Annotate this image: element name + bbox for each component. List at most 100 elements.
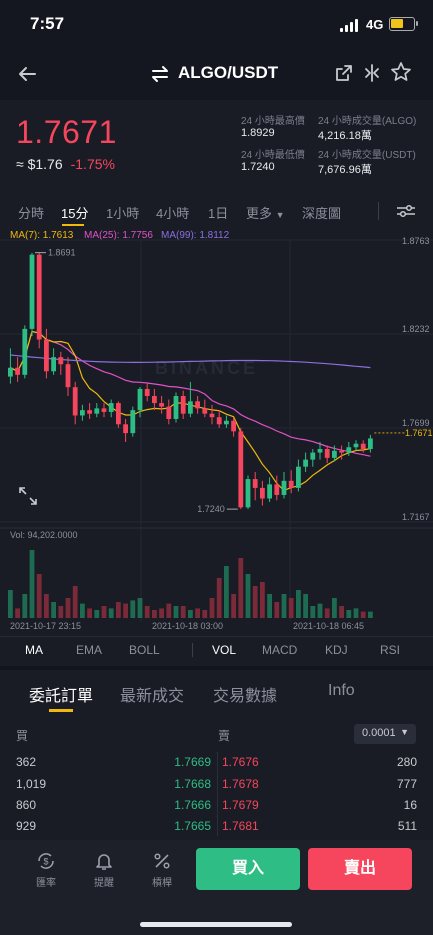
candle [281, 471, 287, 499]
volume-bar [101, 606, 107, 618]
volume-bar [281, 594, 287, 618]
volume-bar [324, 608, 330, 618]
tab-15m[interactable]: 15分 [61, 206, 89, 221]
volume-bar [137, 598, 143, 618]
tab-latest-trades[interactable]: 最新成交 [120, 688, 185, 705]
candle [22, 325, 28, 379]
candle [231, 417, 236, 437]
home-indicator[interactable] [140, 922, 292, 927]
volume-bar [231, 594, 236, 618]
fullscreen-icon[interactable] [18, 486, 38, 506]
candle [65, 357, 71, 397]
indicator-tabs: MA EMA BOLL VOL MACD KDJ RSI [0, 636, 433, 662]
ma7-legend: MA(7): 1.7613 [10, 230, 74, 241]
indicator-rsi[interactable]: RSI [380, 643, 401, 657]
precision-value: 0.0001 [362, 727, 396, 739]
back-arrow-icon[interactable] [16, 63, 38, 85]
indicator-vol[interactable]: VOL [212, 643, 237, 657]
tab-trading-data[interactable]: 交易數據 [213, 688, 278, 705]
ask-price[interactable]: 1.7679 [222, 798, 259, 812]
candle [51, 348, 56, 375]
candle [317, 441, 323, 460]
ask-quantity[interactable]: 16 [403, 798, 417, 812]
caret-down-icon: ▼ [400, 727, 409, 737]
candle [58, 351, 64, 375]
ask-price[interactable]: 1.7681 [222, 819, 259, 833]
tab-order-book[interactable]: 委託訂單 [29, 688, 94, 705]
precision-select[interactable]: 0.0001 ▼ [354, 724, 416, 744]
candle [296, 459, 301, 492]
sell-button[interactable]: 賣出 [308, 848, 412, 890]
candle [252, 471, 258, 501]
candle [360, 440, 366, 453]
exchange-rate-button[interactable]: $ 匯率 [26, 850, 66, 889]
ask-price[interactable]: 1.7676 [222, 755, 259, 769]
high-label: 24 小時最高價 [241, 116, 305, 127]
vol-algo-label: 24 小時成交量(ALGO) [318, 116, 417, 127]
bid-quantity[interactable]: 362 [16, 755, 37, 769]
favorite-star-icon[interactable] [390, 61, 412, 83]
trade-pair-icon[interactable] [362, 63, 382, 83]
bid-price[interactable]: 1.7668 [174, 777, 211, 791]
alert-button[interactable]: 提醒 [84, 850, 124, 889]
y-axis-label: 1.7699 [402, 418, 430, 428]
swap-icon[interactable] [150, 64, 170, 84]
volume-bar [123, 603, 128, 618]
share-icon[interactable] [334, 63, 354, 83]
volume-bar [202, 610, 208, 618]
y-axis-label: 1.7167 [402, 512, 430, 522]
chart-canvas: BINANCE1.86911.72401.87631.82321.76991.7… [0, 236, 433, 631]
low-label: 24 小時最低價 [241, 150, 305, 161]
buy-button[interactable]: 買入 [196, 848, 300, 890]
top-bar: ALGO/USDT [0, 48, 433, 100]
x-axis-label: 2021-10-18 06:45 [293, 621, 364, 631]
candle [288, 470, 294, 494]
tab-1d[interactable]: 1日 [208, 206, 229, 221]
bid-quantity[interactable]: 1,019 [16, 777, 47, 791]
candle [209, 404, 215, 425]
candle [94, 403, 100, 418]
active-tab-indicator [62, 224, 84, 226]
volume-bar [116, 602, 121, 618]
indicator-kdj[interactable]: KDJ [325, 643, 348, 657]
leverage-button[interactable]: 槓桿 [142, 850, 182, 889]
volume-bar [152, 610, 157, 618]
tab-more[interactable]: 更多 ▼ [246, 203, 285, 222]
bid-price[interactable]: 1.7669 [174, 755, 211, 769]
tab-info[interactable]: Info [328, 682, 355, 699]
ask-quantity[interactable]: 777 [396, 777, 417, 791]
indicator-boll[interactable]: BOLL [129, 643, 160, 657]
tab-time-share[interactable]: 分時 [18, 206, 45, 221]
price-summary: 1.7671 ≈ $1.76 -1.75% 24 小時最高價 1.8929 24 … [0, 100, 433, 192]
indicator-ma[interactable]: MA [25, 643, 43, 657]
ask-quantity[interactable]: 280 [396, 755, 417, 769]
book-divider [217, 752, 218, 836]
volume-bar [87, 608, 92, 618]
volume-bar [296, 590, 301, 618]
tab-4h[interactable]: 4小時 [156, 206, 190, 221]
tab-depth[interactable]: 深度圖 [302, 206, 342, 221]
chart-settings-icon[interactable] [396, 203, 416, 219]
bid-quantity[interactable]: 860 [16, 798, 37, 812]
status-bar: 7:57 4G [0, 0, 433, 48]
candle [216, 410, 222, 428]
indicator-ema[interactable]: EMA [76, 643, 103, 657]
candlestick-chart[interactable]: MA(7): 1.7613 MA(25): 1.7756 MA(99): 1.8… [0, 226, 433, 636]
status-time: 7:57 [30, 14, 65, 33]
candle [159, 396, 164, 414]
volume-bar [8, 590, 13, 618]
candle [87, 403, 92, 419]
ask-price[interactable]: 1.7678 [222, 777, 259, 791]
tab-1h[interactable]: 1小時 [106, 206, 140, 221]
volume-bar [94, 610, 100, 618]
bid-quantity[interactable]: 929 [16, 819, 37, 833]
volume-bar [339, 606, 344, 618]
bid-price[interactable]: 1.7665 [174, 819, 211, 833]
indicator-macd[interactable]: MACD [262, 643, 298, 657]
volume-bar [51, 602, 56, 618]
volume-bar [216, 578, 222, 618]
pair-title[interactable]: ALGO/USDT [178, 63, 279, 82]
order-tab-indicator [49, 709, 73, 712]
ask-quantity[interactable]: 511 [397, 819, 417, 833]
bid-price[interactable]: 1.7666 [174, 798, 211, 812]
